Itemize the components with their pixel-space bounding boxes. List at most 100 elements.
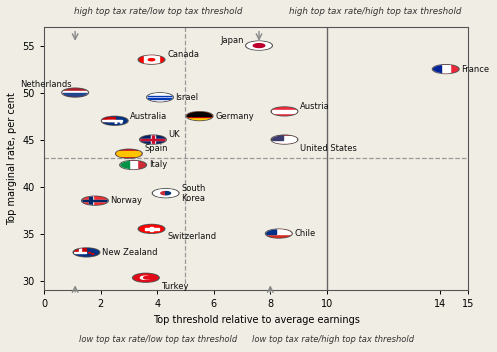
FancyBboxPatch shape: [272, 137, 297, 138]
Text: France: France: [461, 64, 490, 74]
Circle shape: [116, 150, 142, 158]
Circle shape: [140, 136, 166, 144]
FancyBboxPatch shape: [102, 117, 115, 121]
Circle shape: [120, 122, 122, 123]
FancyBboxPatch shape: [144, 56, 159, 64]
Circle shape: [247, 41, 272, 50]
FancyBboxPatch shape: [266, 230, 276, 234]
Circle shape: [102, 117, 127, 125]
Text: Turkey: Turkey: [162, 282, 189, 291]
Text: Spain: Spain: [145, 144, 168, 153]
FancyBboxPatch shape: [74, 248, 86, 252]
FancyBboxPatch shape: [107, 120, 122, 121]
FancyBboxPatch shape: [79, 248, 81, 252]
Circle shape: [266, 230, 292, 238]
Circle shape: [246, 41, 272, 50]
Circle shape: [82, 196, 108, 205]
FancyBboxPatch shape: [272, 143, 297, 144]
Text: UK: UK: [168, 130, 180, 139]
FancyBboxPatch shape: [120, 161, 129, 169]
Text: Israel: Israel: [175, 93, 199, 102]
Circle shape: [74, 248, 99, 257]
Circle shape: [148, 59, 155, 61]
Circle shape: [120, 161, 147, 169]
Circle shape: [186, 112, 213, 120]
FancyBboxPatch shape: [433, 65, 441, 73]
FancyBboxPatch shape: [152, 136, 154, 144]
Text: Australia: Australia: [130, 112, 167, 121]
Circle shape: [120, 161, 146, 169]
FancyBboxPatch shape: [102, 120, 115, 121]
Circle shape: [272, 136, 297, 144]
FancyBboxPatch shape: [147, 98, 173, 99]
FancyBboxPatch shape: [140, 139, 166, 140]
FancyBboxPatch shape: [89, 196, 92, 205]
FancyBboxPatch shape: [63, 91, 88, 94]
Text: Italy: Italy: [149, 161, 167, 169]
Circle shape: [265, 229, 292, 238]
FancyBboxPatch shape: [116, 151, 142, 156]
Circle shape: [272, 107, 297, 115]
Circle shape: [153, 189, 178, 197]
FancyBboxPatch shape: [82, 200, 108, 201]
Circle shape: [187, 112, 212, 120]
Circle shape: [140, 276, 150, 279]
Circle shape: [115, 123, 117, 124]
FancyBboxPatch shape: [187, 112, 212, 116]
Text: low top tax rate/low top tax threshold: low top tax rate/low top tax threshold: [80, 335, 238, 344]
FancyBboxPatch shape: [433, 65, 450, 73]
Circle shape: [432, 65, 459, 74]
FancyBboxPatch shape: [272, 136, 283, 140]
FancyBboxPatch shape: [120, 161, 137, 169]
Circle shape: [133, 274, 159, 282]
FancyBboxPatch shape: [272, 140, 297, 141]
FancyBboxPatch shape: [140, 139, 166, 140]
Circle shape: [139, 225, 164, 233]
FancyBboxPatch shape: [74, 252, 86, 253]
Text: high top tax rate/high top tax threshold: high top tax rate/high top tax threshold: [289, 7, 461, 16]
Text: high top tax rate/low top tax threshold: high top tax rate/low top tax threshold: [75, 7, 243, 16]
Text: Switzerland: Switzerland: [167, 232, 216, 241]
Circle shape: [116, 149, 142, 158]
Text: Norway: Norway: [110, 196, 143, 205]
Text: New Zealand: New Zealand: [102, 248, 158, 257]
Circle shape: [433, 65, 458, 73]
Circle shape: [62, 88, 88, 97]
Text: United States: United States: [300, 144, 357, 152]
Circle shape: [73, 248, 100, 257]
FancyBboxPatch shape: [150, 227, 154, 231]
Circle shape: [133, 274, 159, 282]
FancyBboxPatch shape: [272, 110, 297, 113]
Circle shape: [118, 121, 119, 122]
Circle shape: [140, 135, 166, 144]
Circle shape: [138, 225, 165, 233]
X-axis label: Top threshold relative to average earnings: Top threshold relative to average earnin…: [153, 315, 360, 325]
FancyBboxPatch shape: [187, 111, 212, 118]
Text: Austria: Austria: [300, 102, 330, 111]
Circle shape: [147, 93, 173, 102]
FancyBboxPatch shape: [63, 93, 88, 97]
Circle shape: [88, 252, 90, 253]
FancyBboxPatch shape: [151, 136, 155, 144]
Y-axis label: Top marginal rate, per cent: Top marginal rate, per cent: [7, 92, 17, 225]
Text: Netherlands: Netherlands: [20, 80, 72, 89]
Text: low top tax rate/high top tax threshold: low top tax rate/high top tax threshold: [251, 335, 414, 344]
Circle shape: [271, 107, 298, 116]
Text: Japan: Japan: [220, 36, 244, 45]
Wedge shape: [166, 191, 170, 195]
Circle shape: [144, 276, 151, 279]
Circle shape: [253, 44, 265, 48]
FancyBboxPatch shape: [88, 196, 93, 205]
FancyBboxPatch shape: [82, 200, 108, 201]
Text: Germany: Germany: [215, 112, 254, 121]
FancyBboxPatch shape: [266, 230, 292, 234]
Circle shape: [82, 196, 108, 205]
Text: Canada: Canada: [167, 50, 199, 59]
FancyBboxPatch shape: [272, 136, 297, 137]
FancyBboxPatch shape: [145, 228, 159, 230]
Text: South
Korea: South Korea: [181, 184, 206, 202]
FancyBboxPatch shape: [218, 285, 237, 303]
Circle shape: [63, 88, 88, 97]
Circle shape: [271, 135, 298, 144]
Wedge shape: [161, 191, 166, 195]
